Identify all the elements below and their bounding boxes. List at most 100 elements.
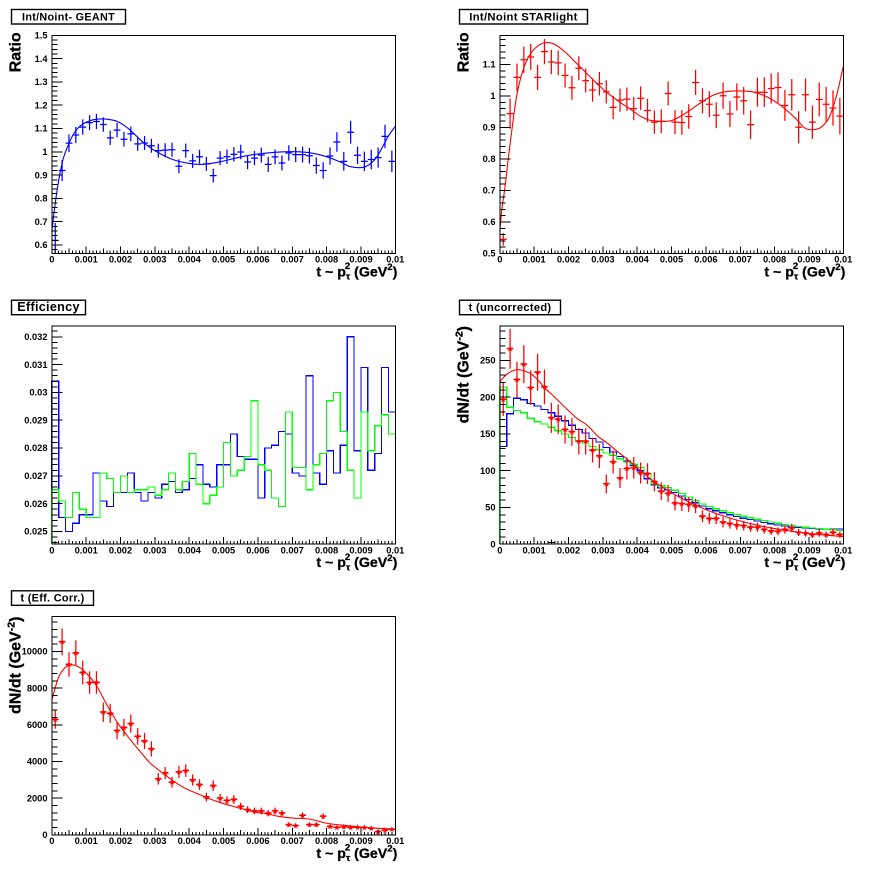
svg-text:0.001: 0.001 xyxy=(522,255,545,265)
svg-text:0.6: 0.6 xyxy=(35,240,48,250)
svg-text:1: 1 xyxy=(42,147,47,157)
svg-text:0.5: 0.5 xyxy=(483,249,496,259)
svg-text:0.006: 0.006 xyxy=(246,836,269,846)
svg-text:0.01: 0.01 xyxy=(834,255,852,265)
svg-text:t (Eff. Corr.): t (Eff. Corr.) xyxy=(20,593,84,605)
svg-text:0.009: 0.009 xyxy=(349,255,372,265)
svg-text:0.005: 0.005 xyxy=(212,545,235,555)
svg-text:0.007: 0.007 xyxy=(729,255,752,265)
svg-text:250: 250 xyxy=(480,356,496,366)
svg-text:0.002: 0.002 xyxy=(109,545,132,555)
svg-text:0: 0 xyxy=(49,545,54,555)
svg-text:0.032: 0.032 xyxy=(24,332,47,342)
svg-text:t ~ pτ2 (GeV2): t ~ pτ2 (GeV2) xyxy=(316,843,397,865)
svg-text:0.6: 0.6 xyxy=(483,217,496,227)
svg-text:0.007: 0.007 xyxy=(729,545,752,555)
svg-text:Int/Noint STARlight: Int/Noint STARlight xyxy=(469,11,577,23)
svg-text:0.01: 0.01 xyxy=(386,836,404,846)
svg-text:0.8: 0.8 xyxy=(483,154,496,164)
svg-text:0.004: 0.004 xyxy=(178,836,202,846)
svg-text:50: 50 xyxy=(485,503,495,513)
svg-text:0: 0 xyxy=(49,255,54,265)
svg-text:0.031: 0.031 xyxy=(24,360,47,370)
svg-text:0.003: 0.003 xyxy=(591,255,614,265)
svg-text:0.001: 0.001 xyxy=(75,545,98,555)
svg-text:100: 100 xyxy=(480,466,496,476)
svg-text:0.8: 0.8 xyxy=(35,194,48,204)
svg-text:0.005: 0.005 xyxy=(212,255,235,265)
svg-text:0.005: 0.005 xyxy=(660,545,683,555)
svg-text:0.001: 0.001 xyxy=(75,836,98,846)
svg-text:0.9: 0.9 xyxy=(35,170,48,180)
svg-text:0: 0 xyxy=(490,539,495,549)
svg-text:0.004: 0.004 xyxy=(178,545,202,555)
svg-text:4000: 4000 xyxy=(27,757,48,767)
svg-text:0.028: 0.028 xyxy=(24,443,47,453)
svg-text:0: 0 xyxy=(42,830,47,840)
svg-text:0.008: 0.008 xyxy=(763,545,786,555)
svg-text:0.004: 0.004 xyxy=(626,545,650,555)
svg-text:t ~ pτ2 (GeV2): t ~ pτ2 (GeV2) xyxy=(764,552,845,574)
svg-text:t ~ pτ2 (GeV2): t ~ pτ2 (GeV2) xyxy=(316,552,397,574)
svg-text:1.5: 1.5 xyxy=(35,31,48,41)
svg-text:0.008: 0.008 xyxy=(763,255,786,265)
svg-text:t ~ pτ2 (GeV2): t ~ pτ2 (GeV2) xyxy=(316,261,397,283)
svg-text:0.004: 0.004 xyxy=(178,255,202,265)
svg-text:0.006: 0.006 xyxy=(694,255,717,265)
svg-text:1.1: 1.1 xyxy=(35,124,48,134)
svg-text:0.009: 0.009 xyxy=(349,836,372,846)
svg-text:0.008: 0.008 xyxy=(315,836,338,846)
svg-text:0.03: 0.03 xyxy=(29,388,47,398)
svg-text:0: 0 xyxy=(497,545,502,555)
svg-text:1.1: 1.1 xyxy=(483,60,496,70)
svg-text:0.006: 0.006 xyxy=(246,255,269,265)
svg-text:t (uncorrected): t (uncorrected) xyxy=(469,302,552,314)
svg-text:1.4: 1.4 xyxy=(35,54,49,64)
svg-text:0.001: 0.001 xyxy=(522,545,545,555)
svg-text:0.003: 0.003 xyxy=(143,255,166,265)
svg-text:Int/Noint- GEANT: Int/Noint- GEANT xyxy=(22,11,115,23)
svg-text:8000: 8000 xyxy=(27,683,48,693)
svg-text:0.029: 0.029 xyxy=(24,415,47,425)
svg-text:0.026: 0.026 xyxy=(24,499,47,509)
svg-text:0.005: 0.005 xyxy=(660,255,683,265)
svg-text:200: 200 xyxy=(480,392,496,402)
svg-text:dN/dt (GeV-2): dN/dt (GeV-2) xyxy=(6,617,25,714)
svg-text:0.027: 0.027 xyxy=(24,471,47,481)
svg-text:0.007: 0.007 xyxy=(281,545,304,555)
svg-text:0.002: 0.002 xyxy=(557,255,580,265)
svg-text:0.01: 0.01 xyxy=(386,545,404,555)
svg-text:0.007: 0.007 xyxy=(281,836,304,846)
svg-text:150: 150 xyxy=(480,429,496,439)
svg-text:0.003: 0.003 xyxy=(143,545,166,555)
svg-text:0.002: 0.002 xyxy=(557,545,580,555)
svg-text:0.002: 0.002 xyxy=(109,836,132,846)
svg-text:0.007: 0.007 xyxy=(281,255,304,265)
svg-text:1.3: 1.3 xyxy=(35,77,48,87)
svg-text:0.025: 0.025 xyxy=(24,527,47,537)
svg-text:6000: 6000 xyxy=(27,720,48,730)
svg-text:0: 0 xyxy=(49,836,54,846)
svg-text:0.008: 0.008 xyxy=(315,545,338,555)
svg-text:0.006: 0.006 xyxy=(694,545,717,555)
svg-text:Efficiency: Efficiency xyxy=(17,300,80,314)
svg-text:1.2: 1.2 xyxy=(35,100,48,110)
svg-text:0.7: 0.7 xyxy=(35,217,48,227)
svg-text:0.9: 0.9 xyxy=(483,123,496,133)
svg-text:10000: 10000 xyxy=(22,647,48,657)
svg-text:dN/dt (GeV-2): dN/dt (GeV-2) xyxy=(454,326,473,423)
svg-text:0.01: 0.01 xyxy=(834,545,852,555)
svg-text:0: 0 xyxy=(497,255,502,265)
svg-text:0.002: 0.002 xyxy=(109,255,132,265)
svg-text:Ratio: Ratio xyxy=(8,32,25,72)
svg-text:0.008: 0.008 xyxy=(315,255,338,265)
svg-text:1: 1 xyxy=(490,91,495,101)
svg-text:0.006: 0.006 xyxy=(246,545,269,555)
svg-text:0.01: 0.01 xyxy=(386,255,404,265)
svg-text:0.009: 0.009 xyxy=(797,255,820,265)
svg-text:2000: 2000 xyxy=(27,793,48,803)
svg-text:Ratio: Ratio xyxy=(456,32,473,72)
svg-text:0.005: 0.005 xyxy=(212,836,235,846)
svg-text:0.003: 0.003 xyxy=(591,545,614,555)
svg-text:0.009: 0.009 xyxy=(797,545,820,555)
